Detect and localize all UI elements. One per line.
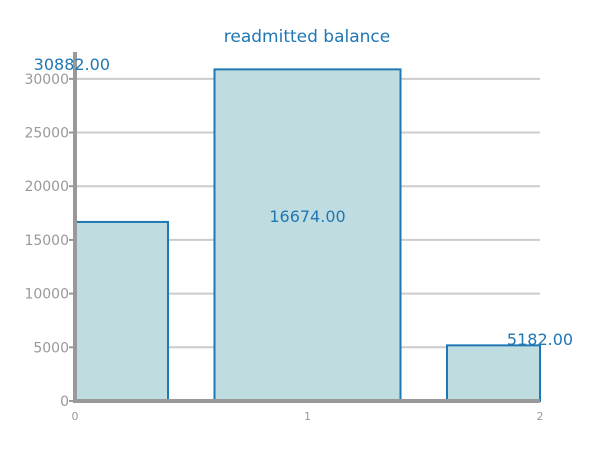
ytick-label: 0 <box>60 394 69 410</box>
ytick-label: 10000 <box>24 287 69 303</box>
ytick-label: 5000 <box>33 340 69 356</box>
ytick-label: 20000 <box>24 179 69 195</box>
xtick-label: 1 <box>304 410 311 423</box>
xtick-label: 0 <box>72 410 79 423</box>
bar-value-label-2: 5182.00 <box>507 330 573 349</box>
bar-2 <box>446 344 541 403</box>
ytick-label: 25000 <box>24 126 69 142</box>
bar-0 <box>74 220 169 402</box>
chart-title: readmitted balance <box>224 27 390 47</box>
data-labels: 30882.00 16674.00 5182.00 <box>34 55 573 349</box>
bar-value-label-1: 16674.00 <box>269 207 345 226</box>
bar-1 <box>213 68 402 403</box>
ytick-label: 30000 <box>24 72 69 88</box>
bar-value-label-0: 30882.00 <box>34 55 110 74</box>
xtick-label: 2 <box>537 410 544 423</box>
bars <box>74 68 541 403</box>
axes: 0 5000 10000 15000 20000 25000 30000 0 1 2 <box>24 52 544 423</box>
ytick-label: 15000 <box>24 233 69 249</box>
